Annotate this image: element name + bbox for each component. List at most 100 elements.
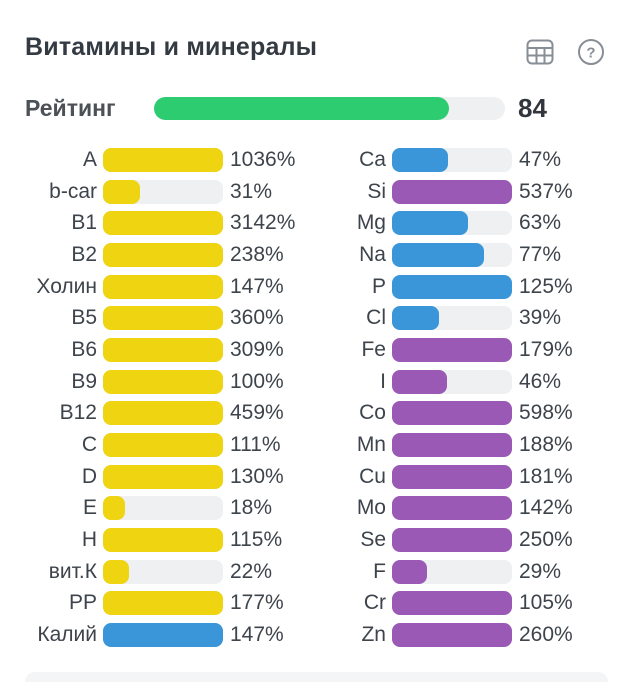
nutrient-label: Cr — [363, 591, 386, 615]
minerals-column: Ca 47% Si 537% Mg 63% Na 77% P 125% Cl 39% Fe 179% I 46… — [310, 144, 573, 651]
nutrient-label: Холин — [36, 274, 97, 298]
nutrient-row: B2 238% — [0, 239, 295, 271]
nutrient-bar-track — [103, 464, 223, 489]
nutrient-bar-fill — [103, 147, 223, 172]
nutrient-value: 147% — [230, 274, 284, 298]
nutrient-row: b-car 31% — [0, 176, 295, 208]
page-title: Витамины и минералы — [25, 33, 318, 61]
nutrient-label: Mn — [356, 433, 386, 457]
nutrient-value: 111% — [230, 433, 281, 457]
nutrient-value: 309% — [230, 337, 284, 361]
nutrient-bar-fill — [103, 242, 223, 267]
nutrient-bar-fill — [103, 369, 223, 394]
nutrient-bar-track — [392, 623, 512, 648]
nutrient-value: 29% — [519, 559, 562, 583]
nutrient-bar-fill — [103, 464, 223, 489]
nutrient-bar-fill — [392, 496, 512, 521]
nutrient-row: B1 3142% — [0, 207, 295, 239]
nutrient-value: 18% — [230, 496, 273, 520]
nutrient-value: 250% — [519, 528, 573, 552]
nutrient-row: Fe 179% — [310, 334, 573, 366]
nutrient-label: Mo — [356, 496, 386, 520]
nutrient-bar-fill — [103, 337, 223, 362]
nutrient-value: 598% — [519, 401, 573, 425]
nutrient-label: PP — [68, 591, 97, 615]
nutrient-value: 238% — [230, 242, 284, 266]
nutrient-value: 360% — [230, 306, 284, 330]
nutrient-label: B2 — [71, 242, 97, 266]
nutrient-bar-track — [103, 591, 223, 616]
nutrient-bar-track — [103, 528, 223, 553]
nutrient-bar-track — [103, 242, 223, 267]
nutrient-bar-fill — [392, 369, 448, 394]
nutrient-bar-fill — [103, 623, 223, 648]
nutrient-label: B1 — [71, 211, 97, 235]
nutrient-label: B6 — [71, 337, 97, 361]
nutrient-bar-fill — [392, 179, 512, 204]
nutrient-label: Ca — [359, 147, 386, 171]
nutrient-label: Cu — [359, 464, 386, 488]
rating-value: 84 — [518, 93, 547, 123]
nutrient-bar-track — [103, 401, 223, 426]
nutrient-bar-track — [392, 306, 512, 331]
nutrient-bar-fill — [392, 464, 512, 489]
nutrient-bar-track — [103, 369, 223, 394]
nutrient-bar-track — [103, 147, 223, 172]
nutrient-bar-track — [392, 179, 512, 204]
nutrient-value: 77% — [519, 242, 562, 266]
nutrient-bar-track — [103, 211, 223, 236]
nutrient-value: 130% — [230, 464, 284, 488]
rating-bar-track — [154, 97, 505, 120]
nutrient-bar-fill — [103, 274, 223, 299]
nutrient-value: 260% — [519, 623, 573, 647]
nutrient-bar-fill — [392, 559, 427, 584]
nutrient-row: Mg 63% — [310, 207, 573, 239]
nutrient-row: B5 360% — [0, 302, 295, 334]
nutrient-row: D 130% — [0, 461, 295, 493]
nutrient-bar-fill — [103, 211, 223, 236]
nutrient-bar-track — [392, 591, 512, 616]
nutrient-value: 22% — [230, 559, 273, 583]
nutrient-value: 105% — [519, 591, 573, 615]
nutrient-bar-track — [392, 274, 512, 299]
nutrient-bar-fill — [392, 528, 512, 553]
nutrient-row: E 18% — [0, 493, 295, 525]
nutrient-row: Холин 147% — [0, 271, 295, 303]
nutrient-bar-track — [103, 559, 223, 584]
nutrient-label: C — [81, 433, 97, 457]
nutrient-row: Zn 260% — [310, 619, 573, 651]
table-grid-icon[interactable] — [526, 38, 554, 66]
nutrient-value: 31% — [230, 179, 273, 203]
nutrient-value: 188% — [519, 433, 573, 457]
next-card-edge — [25, 672, 608, 682]
vitamins-column: A 1036% b-car 31% B1 3142% B2 238% Холин 147% B5 36… — [0, 144, 295, 651]
nutrient-bar-track — [392, 496, 512, 521]
nutrient-row: Si 537% — [310, 176, 573, 208]
question-circle-icon[interactable]: ? — [577, 38, 605, 66]
nutrient-bar-track — [103, 433, 223, 458]
nutrient-bar-fill — [103, 496, 125, 521]
nutrient-row: Ca 47% — [310, 144, 573, 176]
nutrient-value: 115% — [230, 528, 283, 552]
nutrient-label: Cl — [366, 306, 386, 330]
nutrient-row: B12 459% — [0, 398, 295, 430]
nutrient-bar-fill — [103, 559, 130, 584]
nutrient-value: 181% — [519, 464, 573, 488]
nutrient-bar-fill — [103, 528, 223, 553]
nutrient-row: B6 309% — [0, 334, 295, 366]
nutrient-label: H — [81, 528, 97, 552]
nutrient-label: A — [82, 147, 97, 171]
nutrient-row: Cu 181% — [310, 461, 573, 493]
nutrient-label: Si — [367, 179, 386, 203]
nutrient-bar-track — [103, 274, 223, 299]
nutrient-value: 142% — [519, 496, 573, 520]
nutrient-label: P — [371, 274, 386, 298]
nutrient-label: Co — [359, 401, 386, 425]
nutrient-bar-track — [103, 337, 223, 362]
nutrient-value: 147% — [230, 623, 284, 647]
nutrient-label: b-car — [49, 179, 97, 203]
nutrient-bar-track — [392, 528, 512, 553]
nutrient-bar-track — [103, 623, 223, 648]
nutrient-row: Se 250% — [310, 524, 573, 556]
nutrient-bar-track — [392, 211, 512, 236]
